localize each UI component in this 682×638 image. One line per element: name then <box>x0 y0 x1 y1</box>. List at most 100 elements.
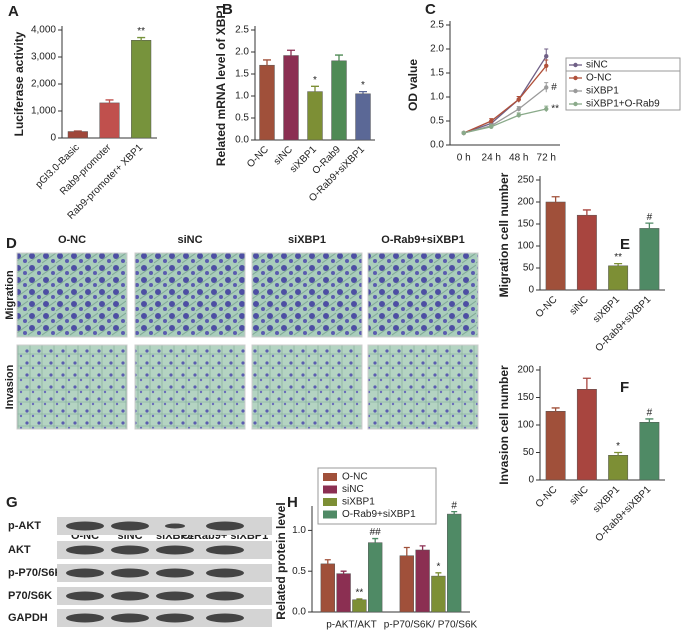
point <box>544 54 549 59</box>
x-tick-label: O-NC <box>534 484 560 510</box>
micrograph <box>134 344 246 430</box>
y-tick-label: 0.0 <box>235 135 249 146</box>
legend-box <box>566 84 680 97</box>
bar <box>431 575 446 613</box>
error-bar <box>359 90 367 94</box>
point <box>516 106 521 112</box>
legend-label: siXBP1 <box>586 86 619 97</box>
bar <box>131 40 152 139</box>
point <box>544 106 549 112</box>
x-tick-label: siXBP1 <box>591 294 622 325</box>
panel-label: G <box>6 494 18 511</box>
error-bar <box>451 510 458 515</box>
column-label: O-Rab9+siXBP1 <box>381 234 464 246</box>
blot-band <box>66 545 104 555</box>
point <box>489 124 494 129</box>
y-tick-label: 100 <box>517 420 534 431</box>
error-bar <box>73 130 82 132</box>
error-bar <box>372 537 379 543</box>
row-label: Migration <box>4 270 16 320</box>
bar <box>331 60 347 141</box>
legend-label: O-Rab9+siXBP1 <box>342 509 416 520</box>
y-tick-label: 1.5 <box>430 68 444 79</box>
point <box>544 63 549 68</box>
bar <box>415 549 430 613</box>
bar <box>99 102 120 139</box>
point <box>489 118 494 124</box>
blot-band <box>156 545 194 555</box>
blot-band <box>206 521 244 531</box>
legend-box <box>317 467 437 525</box>
bar <box>307 91 323 141</box>
annotation: # <box>647 408 653 419</box>
y-axis-label: Migration cell number <box>497 172 511 297</box>
micrograph <box>251 344 363 430</box>
bar <box>399 555 414 613</box>
annotation: ** <box>137 26 145 37</box>
error-bar <box>324 559 331 564</box>
blot-band <box>66 613 104 623</box>
error-bar <box>356 598 363 600</box>
x-tick-label: O-NC <box>245 144 271 170</box>
legend-swatch <box>323 510 337 519</box>
line <box>463 65 547 134</box>
row-label: Invasion <box>4 364 16 409</box>
blot-band <box>156 568 194 578</box>
blot-band <box>206 568 244 578</box>
annotation: ## <box>370 527 382 538</box>
y-axis-label: Invasion cell number <box>497 365 511 485</box>
legend-swatch <box>323 473 337 481</box>
error-bar <box>551 196 560 202</box>
y-tick-label: 2.0 <box>235 47 249 58</box>
y-axis-label: Related mRNA level of XBP1 <box>214 4 228 167</box>
blot-band <box>66 568 104 578</box>
error-bar <box>137 36 146 41</box>
y-tick-label: 0 <box>50 133 56 144</box>
x-tick-label: 72 h <box>537 153 556 164</box>
bar <box>639 228 660 291</box>
blot-band <box>66 591 104 601</box>
x-tick-label: siNC <box>568 294 591 317</box>
legend-box <box>565 57 681 72</box>
bar <box>545 201 566 291</box>
blot-strip <box>57 517 272 535</box>
x-tick-label: 24 h <box>482 153 501 164</box>
micrograph <box>367 252 479 338</box>
y-tick-label: 50 <box>523 263 535 274</box>
y-tick-label: 0.5 <box>235 113 249 124</box>
legend-swatch <box>323 498 337 506</box>
y-tick-label: 2.5 <box>235 25 249 36</box>
bar <box>447 513 462 613</box>
bar <box>259 64 275 141</box>
line <box>463 55 547 134</box>
micrograph <box>16 252 128 338</box>
annotation: # <box>647 212 653 223</box>
bar <box>67 131 88 139</box>
micrograph <box>16 344 128 430</box>
error-bar <box>645 418 654 423</box>
panel-label: B <box>222 1 233 18</box>
x-tick-label: O-NC <box>534 294 560 320</box>
x-tick-label: O-Rab9+siXBP1 <box>594 294 654 354</box>
y-tick-label: 1.0 <box>292 525 306 536</box>
error-bar <box>311 85 319 92</box>
bar <box>320 563 335 613</box>
y-tick-label: 1,000 <box>31 106 56 117</box>
annotation: * <box>436 561 440 572</box>
error-bar <box>614 451 623 456</box>
row-label: P70/S6K <box>8 590 52 602</box>
bar <box>336 573 351 613</box>
error-bar <box>403 546 410 556</box>
error-bar <box>551 407 560 412</box>
blot-band <box>156 613 194 623</box>
y-tick-label: 3,000 <box>31 52 56 63</box>
column-label: siXBP1 <box>288 234 326 246</box>
annotation: # <box>551 82 557 93</box>
panel-label: F <box>620 379 629 396</box>
blot-band <box>111 591 149 601</box>
panel-label: H <box>287 494 298 511</box>
y-tick-label: 0 <box>528 475 534 486</box>
y-tick-label: 2.0 <box>430 44 444 55</box>
y-tick-label: 0.0 <box>430 140 444 151</box>
